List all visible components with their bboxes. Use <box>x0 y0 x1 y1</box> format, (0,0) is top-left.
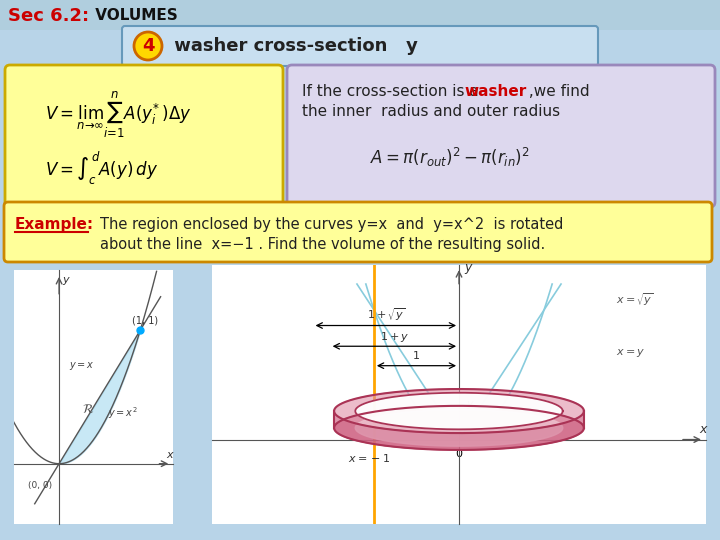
Text: $1+\sqrt{y}$: $1+\sqrt{y}$ <box>366 306 405 323</box>
Text: $1+y$: $1+y$ <box>379 330 409 344</box>
Text: $x=y$: $x=y$ <box>616 347 646 359</box>
Polygon shape <box>334 411 584 450</box>
Text: Example:: Example: <box>15 217 94 232</box>
Text: $y = x$: $y = x$ <box>69 360 94 372</box>
FancyBboxPatch shape <box>5 65 283 207</box>
Polygon shape <box>334 406 584 450</box>
Polygon shape <box>355 393 563 429</box>
Text: $y$: $y$ <box>61 275 71 287</box>
Text: $y = x^2$: $y = x^2$ <box>108 405 138 421</box>
Text: about the line  x=−1 . Find the volume of the resulting solid.: about the line x=−1 . Find the volume of… <box>100 237 545 252</box>
FancyBboxPatch shape <box>4 202 712 262</box>
FancyBboxPatch shape <box>122 26 598 66</box>
Text: $1$: $1$ <box>413 349 420 361</box>
Text: washer cross-section   y: washer cross-section y <box>168 37 418 55</box>
Text: $x=\sqrt{y}$: $x=\sqrt{y}$ <box>616 291 654 307</box>
Text: (1, 1): (1, 1) <box>132 315 158 326</box>
Text: $y$: $y$ <box>466 399 474 411</box>
Text: The region enclosed by the curves y=x  and  y=x^2  is rotated: The region enclosed by the curves y=x an… <box>100 217 563 232</box>
Text: $\mathcal{R}$: $\mathcal{R}$ <box>82 403 94 416</box>
Text: $V = \lim_{n \to \infty} \sum_{i=1}^{n} A(y_i^*)\Delta y$: $V = \lim_{n \to \infty} \sum_{i=1}^{n} … <box>45 90 192 140</box>
Text: VOLUMES: VOLUMES <box>90 9 178 24</box>
FancyBboxPatch shape <box>287 65 715 207</box>
Text: $y$: $y$ <box>464 262 474 276</box>
Text: washer: washer <box>464 84 526 99</box>
Circle shape <box>134 32 162 60</box>
Polygon shape <box>334 389 584 433</box>
Text: the inner  radius and outer radius: the inner radius and outer radius <box>302 105 560 119</box>
Text: ,we find: ,we find <box>524 84 590 99</box>
Text: Sec 6.2:: Sec 6.2: <box>8 7 89 25</box>
Text: $V = \int_c^d A(y)\,dy$: $V = \int_c^d A(y)\,dy$ <box>45 150 158 187</box>
Text: (0, 0): (0, 0) <box>28 481 53 490</box>
Text: 4: 4 <box>142 37 154 55</box>
Polygon shape <box>355 410 563 446</box>
Text: If the cross-section is a: If the cross-section is a <box>302 84 484 99</box>
Text: $x$: $x$ <box>699 423 708 436</box>
Text: $A = \pi(r_{out})^2 - \pi(r_{in})^2$: $A = \pi(r_{out})^2 - \pi(r_{in})^2$ <box>370 145 530 168</box>
Text: $x=-1$: $x=-1$ <box>348 451 390 464</box>
FancyBboxPatch shape <box>0 0 720 30</box>
Text: $x$: $x$ <box>166 450 175 460</box>
